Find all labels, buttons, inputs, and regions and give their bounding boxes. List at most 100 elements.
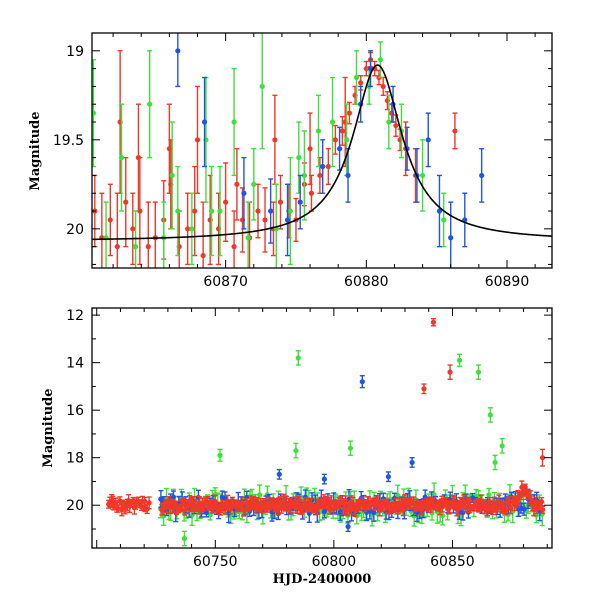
- data-point-green: [169, 121, 175, 230]
- data-point-green: [92, 59, 97, 168]
- x-tick-label: 60880: [344, 274, 389, 290]
- data-point-green: [147, 50, 153, 159]
- data-point-red: [346, 101, 353, 125]
- top-plot-frame: [91, 32, 553, 269]
- outlier-point-green: [181, 530, 188, 547]
- data-point-green: [287, 156, 293, 266]
- data-point-green: [217, 165, 223, 257]
- data-point-green: [386, 94, 392, 150]
- outlier-point-green: [295, 350, 301, 366]
- bottom-data-points: [106, 317, 546, 547]
- outlier-point-green: [456, 353, 463, 367]
- x-tick-label: 60800: [312, 554, 357, 570]
- data-point-red: [166, 103, 172, 194]
- data-point-red: [234, 148, 240, 221]
- data-point-red: [260, 497, 267, 507]
- data-point-blue: [320, 139, 326, 194]
- data-point-red: [307, 112, 313, 186]
- data-point-green: [329, 76, 336, 168]
- data-point-red: [325, 148, 331, 186]
- data-point-blue: [479, 148, 485, 203]
- outlier-point-red: [421, 383, 427, 395]
- data-point-red: [272, 94, 278, 186]
- data-point-green: [251, 148, 257, 221]
- data-point-red: [107, 183, 113, 257]
- x-tick-label: 60850: [430, 554, 475, 570]
- y-tick-label: 19: [66, 44, 84, 60]
- outlier-point-green: [347, 440, 354, 457]
- outlier-point-green: [499, 437, 505, 454]
- data-point-blue: [425, 112, 431, 168]
- data-point-green: [419, 139, 426, 212]
- bottom-x-axis-label: HJD-2400000: [273, 572, 372, 587]
- data-point-blue: [175, 33, 181, 88]
- x-tick-label: 60870: [203, 274, 248, 290]
- data-point-blue: [336, 126, 343, 171]
- data-point-green: [231, 67, 237, 177]
- data-point-red: [339, 115, 345, 146]
- data-point-blue: [462, 192, 468, 248]
- data-point-red: [308, 174, 315, 212]
- x-tick-label: 60750: [193, 554, 238, 570]
- data-point-green: [245, 201, 251, 268]
- data-point-red: [231, 210, 237, 268]
- outlier-point-blue: [276, 468, 282, 480]
- data-point-blue: [521, 502, 527, 516]
- outlier-point-green: [217, 448, 223, 462]
- outlier-point-blue: [321, 473, 327, 485]
- outlier-point-green: [293, 442, 299, 459]
- y-tick-label: 20: [66, 498, 84, 514]
- data-point-red: [135, 103, 142, 212]
- y-tick-label: 16: [66, 403, 84, 419]
- top-axis-ticks: 60870 60880 60890 19 19.5 20: [53, 32, 552, 290]
- data-point-red: [363, 60, 369, 77]
- model-curve: [92, 64, 552, 241]
- y-tick-label: 12: [66, 308, 84, 324]
- top-panel-zoom-light-curve: 60870 60880 60890 19 19.5 20 Magnitude: [28, 32, 553, 290]
- data-point-red: [185, 192, 191, 266]
- data-point-blue: [297, 174, 303, 230]
- outlier-point-blue: [385, 471, 391, 483]
- data-point-red: [114, 192, 120, 268]
- data-point-red: [452, 112, 458, 150]
- y-tick-label: 14: [66, 356, 84, 372]
- top-y-axis-label: Magnitude: [28, 111, 43, 190]
- data-point-blue: [436, 174, 443, 248]
- data-point-green: [208, 165, 215, 257]
- y-tick-label: 20: [66, 222, 84, 238]
- data-point-red: [194, 85, 201, 194]
- data-point-red: [200, 201, 206, 268]
- outlier-point-red: [430, 317, 437, 327]
- bottom-panel-full-light-curve: 60750 60800 60850 12 14 16 18 20 Magnitude HJD-…: [41, 307, 553, 587]
- data-point-green: [301, 130, 308, 221]
- y-tick-label: 18: [66, 451, 84, 467]
- data-point-green: [133, 210, 139, 268]
- bottom-axis-ticks: 60750 60800 60850 12 14 16 18 20: [66, 308, 552, 570]
- bottom-y-axis-label: Magnitude: [41, 388, 56, 467]
- data-point-green: [118, 103, 125, 212]
- data-point-red: [277, 174, 284, 230]
- outlier-point-blue: [359, 375, 365, 389]
- data-point-red: [192, 165, 198, 257]
- data-point-green: [377, 41, 383, 79]
- data-point-green: [273, 183, 279, 268]
- data-point-green: [175, 165, 181, 257]
- data-point-blue: [201, 76, 208, 168]
- data-point-red: [332, 124, 338, 155]
- data-point-red: [145, 201, 151, 268]
- outlier-point-blue: [345, 521, 351, 533]
- data-point-blue: [241, 156, 247, 230]
- data-point-red: [262, 187, 268, 253]
- outlier-point-green: [492, 454, 498, 471]
- x-tick-label: 60890: [485, 274, 530, 290]
- y-tick-label: 19.5: [53, 133, 84, 149]
- data-point-green: [189, 192, 195, 266]
- outlier-point-green: [475, 364, 482, 380]
- data-point-red: [123, 156, 129, 248]
- outlier-point-blue: [409, 457, 415, 468]
- data-point-red: [130, 192, 136, 266]
- outlier-point-red: [539, 448, 546, 467]
- top-data-points: [92, 33, 485, 268]
- data-point-red: [146, 496, 152, 510]
